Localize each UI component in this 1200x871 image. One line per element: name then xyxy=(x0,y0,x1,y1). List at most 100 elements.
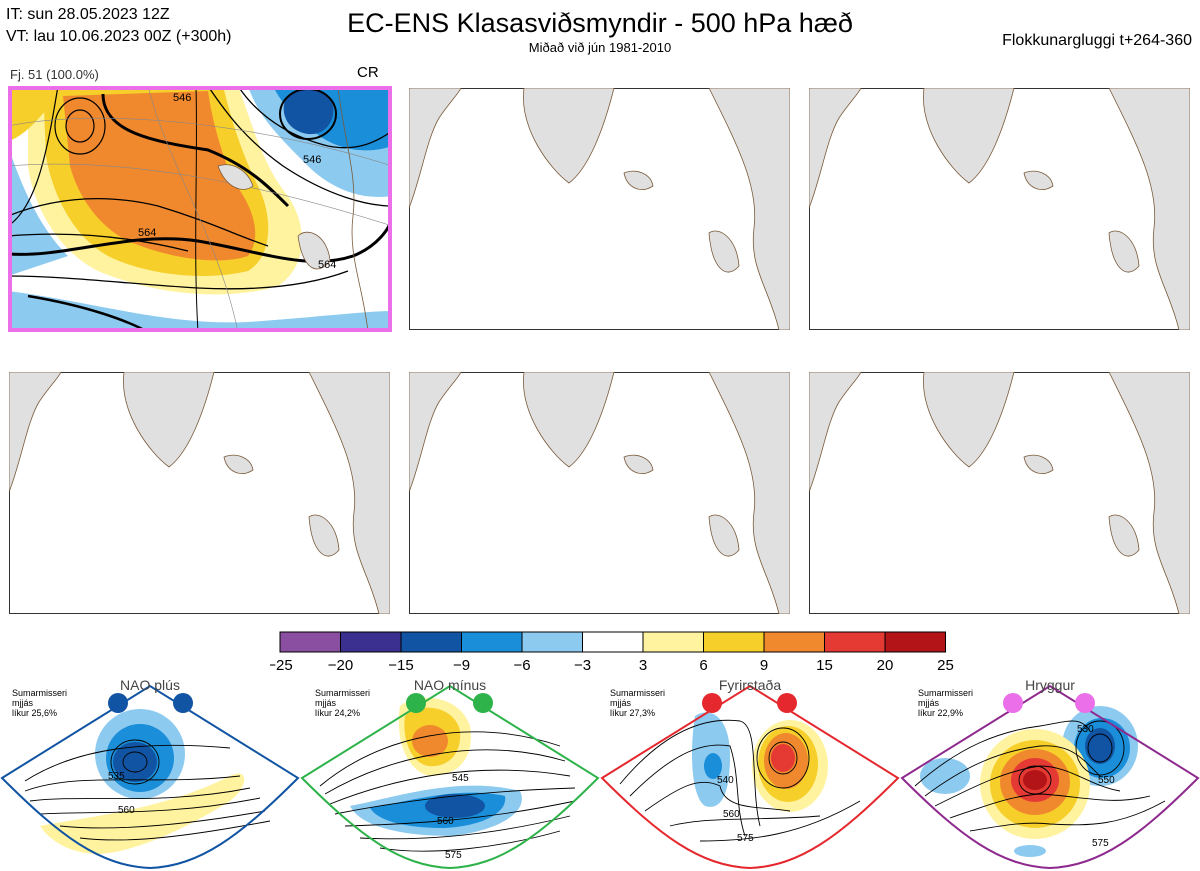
land-shape xyxy=(308,514,340,557)
colorbar-swatch xyxy=(884,631,946,653)
cluster-map-2[interactable] xyxy=(409,88,790,330)
cluster-regime-code: CR xyxy=(357,64,379,81)
regime-frame xyxy=(8,86,392,332)
page-subtitle: Miðað við jún 1981-2010 xyxy=(528,40,672,55)
regime-probability: líkur 27,3% xyxy=(610,708,656,718)
colorbar-tick-label: −3 xyxy=(574,657,591,674)
land-shape xyxy=(1023,170,1054,190)
colorbar-swatch xyxy=(400,631,462,653)
regime-probability: líkur 25,6% xyxy=(12,708,58,718)
land-shape xyxy=(1108,88,1190,330)
contour-label: 550 xyxy=(1098,775,1115,786)
regime-smoothing: mjjás xyxy=(12,698,34,708)
regime-season: Sumarmisseri xyxy=(918,688,974,698)
regime-season: Sumarmisseri xyxy=(610,688,666,698)
land-shape xyxy=(1108,372,1190,614)
colorbar-tick-label: −9 xyxy=(453,657,470,674)
regime-frame xyxy=(900,684,1200,870)
land-shape xyxy=(923,88,1015,184)
regime-dot-blocking-right xyxy=(777,693,797,713)
regime-fan-nao-plus: 535 560 xyxy=(0,684,300,870)
land-shape xyxy=(409,88,462,209)
regime-smoothing: mjjás xyxy=(610,698,632,708)
regime-name-nao-minus: NAO mínus xyxy=(413,677,487,693)
contour-label: 560 xyxy=(437,816,454,827)
land-shape xyxy=(708,230,740,273)
regime-frame xyxy=(300,684,600,870)
colorbar-tick-label: 15 xyxy=(816,657,833,674)
regime-fan-blocking: 540 560 575 xyxy=(600,684,900,870)
regime-frame xyxy=(600,684,900,870)
colorbar-swatch xyxy=(642,631,704,653)
cluster-map-3[interactable] xyxy=(809,88,1190,330)
regime-name-ridge: Hryggur xyxy=(1025,677,1075,693)
contour-label: 575 xyxy=(445,850,462,861)
colorbar-swatch xyxy=(582,631,644,653)
regime-frame xyxy=(0,684,300,870)
regime-dot-nao-minus-left xyxy=(406,693,426,713)
colorbar-swatch xyxy=(763,631,825,653)
colorbar-tick-label: 9 xyxy=(760,657,768,674)
regime-fans: 535 560 545 560 575 xyxy=(0,684,1200,870)
regime-smoothing: mjjás xyxy=(315,698,337,708)
regime-season: Sumarmisseri xyxy=(315,688,371,698)
land-shape xyxy=(809,88,862,209)
regime-probability: líkur 22,9% xyxy=(918,708,964,718)
regime-dot-blocking-left xyxy=(702,693,722,713)
colorbar-swatch xyxy=(461,631,523,653)
cluster-map-5[interactable] xyxy=(409,372,790,614)
land-shape xyxy=(809,372,862,493)
land-shape xyxy=(308,372,390,614)
colorbar-tick-label: −6 xyxy=(513,657,530,674)
colorbar: −25 −20 −15 −9 −6 −3 3 6 9 15 20 25 xyxy=(270,631,954,674)
regime-dot-nao-minus-right xyxy=(473,693,493,713)
cluster-map-1[interactable]: 564 564 546 546 xyxy=(8,86,392,332)
land-shape xyxy=(708,514,740,557)
land-shape xyxy=(708,372,790,614)
land-shape xyxy=(1108,514,1140,557)
regime-note-nao-plus: Sumarmisseri mjjás líkur 25,6% xyxy=(12,688,67,718)
colorbar-tick-label: 3 xyxy=(639,657,647,674)
land-shape xyxy=(223,454,254,474)
regime-note-nao-minus: Sumarmisseri mjjás líkur 24,2% xyxy=(315,688,370,718)
header-times: IT: sun 28.05.2023 12Z VT: lau 10.06.202… xyxy=(6,4,232,48)
contour-label: 546 xyxy=(303,154,321,166)
colorbar-tick-label: 20 xyxy=(877,657,894,674)
contour-label: 564 xyxy=(138,227,156,239)
contour-label: 540 xyxy=(717,775,734,786)
land-shape xyxy=(409,372,462,493)
regime-dot-nao-plus-left xyxy=(108,693,128,713)
colorbar-swatch xyxy=(340,631,402,653)
contour-label: 575 xyxy=(1092,838,1109,849)
cluster-map-6[interactable] xyxy=(809,372,1190,614)
regime-dot-nao-plus-right xyxy=(173,693,193,713)
land-shape xyxy=(1023,454,1054,474)
colorbar-swatch xyxy=(824,631,886,653)
land-shape xyxy=(523,372,615,468)
page-title: EC-ENS Klasasviðsmyndir - 500 hPa hæð xyxy=(347,8,853,38)
regime-name-nao-plus: NAO plús xyxy=(120,677,180,693)
land-shape xyxy=(123,372,215,468)
regime-season: Sumarmisseri xyxy=(12,688,68,698)
land-shape xyxy=(9,372,62,493)
regime-probability: líkur 24,2% xyxy=(315,708,361,718)
valid-time: VT: lau 10.06.2023 00Z (+300h) xyxy=(6,28,232,45)
regime-note-ridge: Sumarmisseri mjjás líkur 22,9% xyxy=(918,688,973,718)
init-time: IT: sun 28.05.2023 12Z xyxy=(6,6,170,23)
regime-fan-ridge: 530 550 575 xyxy=(900,684,1200,870)
contour-label: 535 xyxy=(108,771,125,782)
regime-fan-nao-minus: 545 560 575 xyxy=(300,684,600,870)
regime-dot-ridge-right xyxy=(1075,693,1095,713)
contour-label: 530 xyxy=(1077,724,1094,735)
colorbar-tick-label: −20 xyxy=(328,657,353,674)
contour-label: 575 xyxy=(737,833,754,844)
cluster-map-4[interactable] xyxy=(9,372,390,614)
land-shape xyxy=(1108,230,1140,273)
land-shape xyxy=(523,88,615,184)
regime-note-blocking: Sumarmisseri mjjás líkur 27,3% xyxy=(610,688,665,718)
contour-label: 560 xyxy=(723,809,740,820)
contour-label: 560 xyxy=(118,805,135,816)
land-shape xyxy=(623,170,654,190)
contour-label: 545 xyxy=(452,773,469,784)
colorbar-tick-label: −25 xyxy=(270,657,293,674)
